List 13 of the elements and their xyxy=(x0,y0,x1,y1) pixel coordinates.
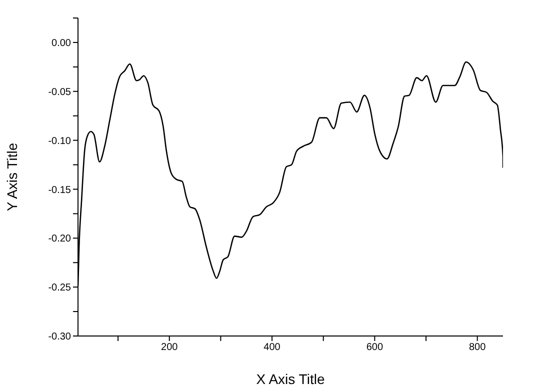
y-tick-label: -0.25 xyxy=(48,282,72,294)
y-tick-label: -0.30 xyxy=(48,332,72,343)
x-tick-label: 600 xyxy=(366,342,384,354)
x-tick-label: 800 xyxy=(468,342,486,354)
x-axis-title: X Axis Title xyxy=(256,371,325,386)
y-tick-label: -0.15 xyxy=(48,184,72,196)
y-axis-title: Y Axis Title xyxy=(4,142,20,212)
x-tick-label: 400 xyxy=(264,342,281,354)
y-tick-label: -0.10 xyxy=(48,136,72,147)
y-tick-label: 0.00 xyxy=(52,38,72,50)
y-tick-label: -0.20 xyxy=(48,234,72,245)
x-tick-label: 200 xyxy=(161,342,178,354)
y-tick-label: -0.05 xyxy=(48,86,72,98)
